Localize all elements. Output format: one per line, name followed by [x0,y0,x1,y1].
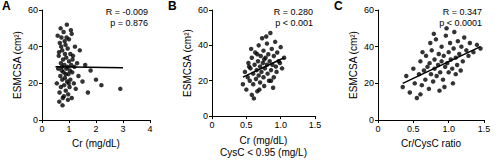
svg-text:0: 0 [209,120,214,130]
svg-text:40: 40 [28,42,38,52]
svg-text:Cr/CysC ratio: Cr/CysC ratio [401,138,461,149]
svg-text:60: 60 [198,5,208,15]
svg-text:0: 0 [375,124,380,134]
svg-text:ESMCSA (cm²): ESMCSA (cm²) [12,31,23,99]
svg-text:1.5: 1.5 [478,124,491,134]
svg-text:1.5: 1.5 [309,120,322,130]
svg-text:0: 0 [39,124,44,134]
svg-text:20: 20 [28,78,38,88]
svg-text:ESMCSA (cm²): ESMCSA (cm²) [182,29,193,97]
svg-text:60: 60 [28,5,38,15]
svg-text:p < 0.0001: p < 0.0001 [439,18,482,28]
svg-text:CysC < 0.95 (mg/L): CysC < 0.95 (mg/L) [220,147,307,158]
svg-text:R = -0.009: R = -0.009 [106,7,148,17]
svg-text:2: 2 [93,124,98,134]
svg-text:1.0: 1.0 [442,124,455,134]
svg-text:0.5: 0.5 [407,124,420,134]
svg-text:Cr (mg/dL): Cr (mg/dL) [240,135,288,146]
svg-text:3: 3 [120,124,125,134]
svg-text:A: A [2,0,11,13]
svg-text:ESMCSA (cm²): ESMCSA (cm²) [348,31,359,99]
svg-text:R = 0.280: R = 0.280 [274,7,313,17]
svg-text:p < 0.001: p < 0.001 [275,18,313,28]
svg-text:C: C [334,0,343,13]
svg-text:Cr (mg/dL): Cr (mg/dL) [72,138,120,149]
svg-text:0: 0 [33,115,38,125]
svg-text:p = 0.876: p = 0.876 [110,18,148,28]
svg-text:20: 20 [198,76,208,86]
svg-text:60: 60 [364,5,374,15]
svg-text:4: 4 [147,124,152,134]
svg-text:0: 0 [369,115,374,125]
svg-text:B: B [168,0,177,13]
svg-text:0.5: 0.5 [240,120,253,130]
svg-text:R = 0.347: R = 0.347 [443,7,482,17]
svg-text:40: 40 [364,42,374,52]
svg-text:1: 1 [66,124,71,134]
svg-text:20: 20 [364,78,374,88]
svg-text:0: 0 [203,111,208,121]
svg-text:1.0: 1.0 [274,120,287,130]
svg-text:40: 40 [198,40,208,50]
